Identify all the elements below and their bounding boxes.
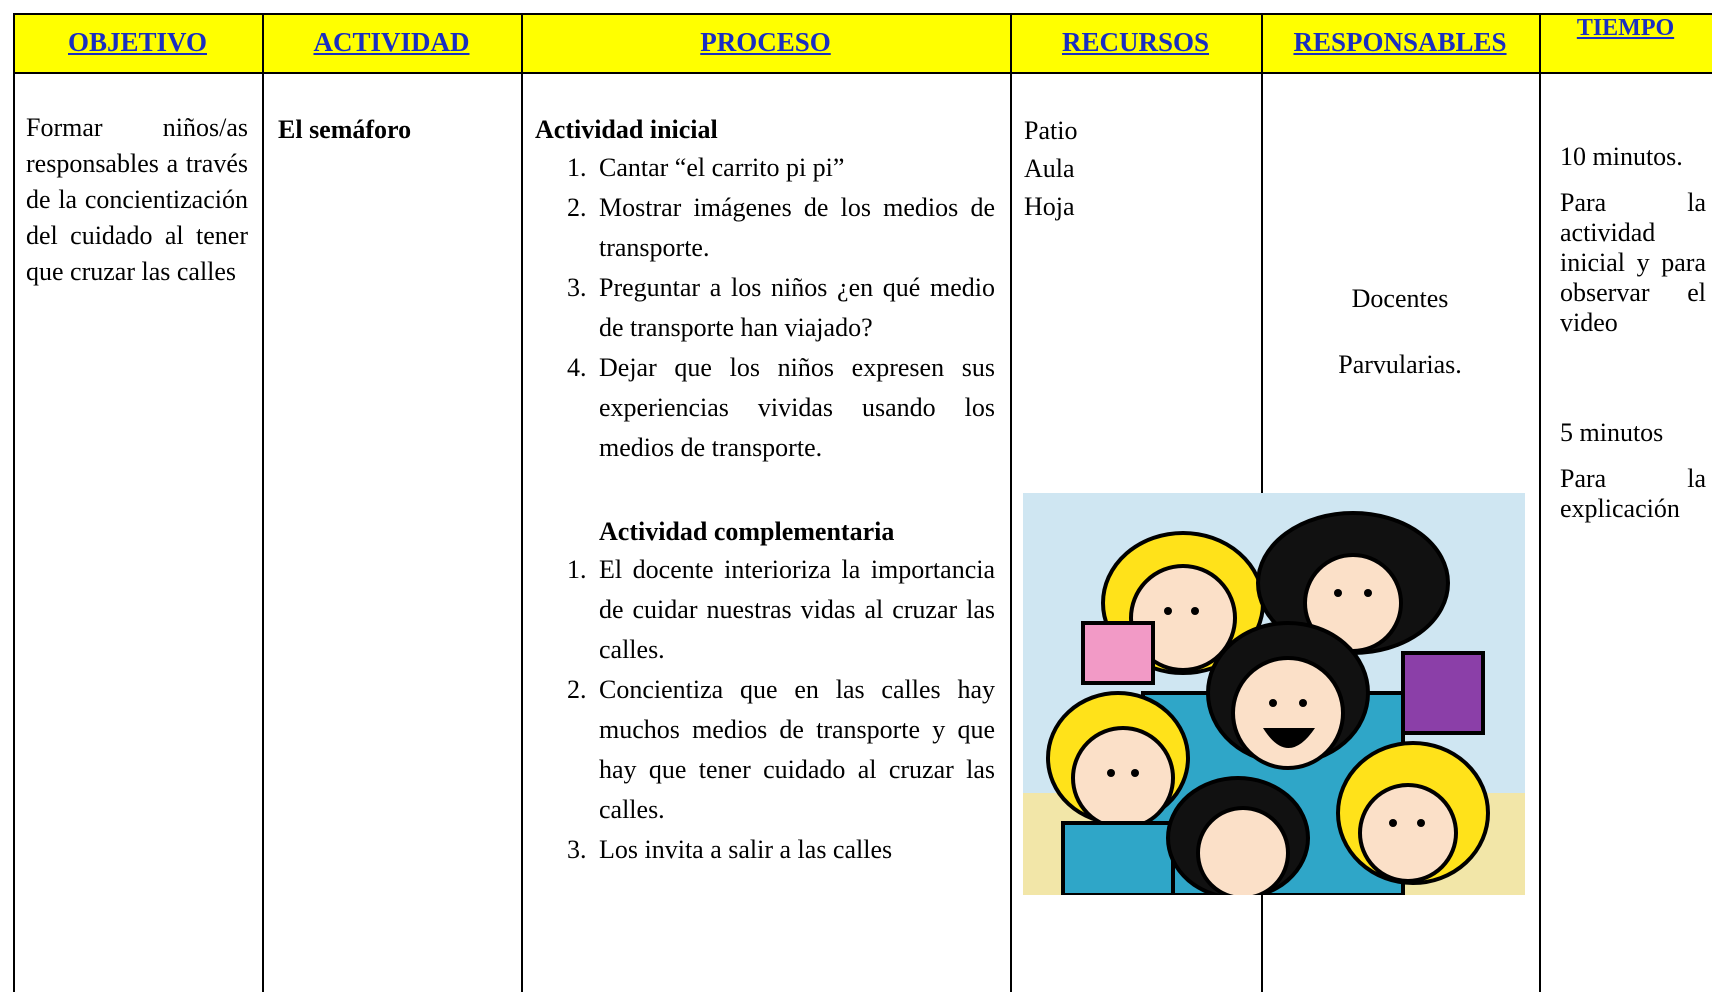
- list-item: El docente interioriza la importancia de…: [593, 550, 995, 670]
- responsable: Docentes: [1351, 284, 1449, 313]
- table-border: [13, 72, 1712, 74]
- objetivo: Formar niños/as responsables a través de…: [26, 113, 248, 286]
- header-cell: ACTIVIDAD: [262, 13, 521, 72]
- table-border: [521, 13, 523, 992]
- recurso: Aula: [1024, 154, 1075, 183]
- tiempo-text: 10 minutos.: [1560, 142, 1683, 171]
- tiempo-text: 5 minutos: [1560, 418, 1664, 447]
- list-item: Preguntar a los niños ¿en qué medio de t…: [593, 268, 995, 348]
- responsables: Docentes Parvularias.: [1261, 266, 1539, 398]
- children-illustration: [1023, 493, 1525, 895]
- actividad: El semáforo: [278, 115, 412, 144]
- responsable: Parvularias.: [1338, 350, 1462, 379]
- table-border: [1010, 13, 1012, 992]
- tiempo: 10 minutos. Para la actividad inicial y …: [1560, 142, 1706, 540]
- table-border: [13, 13, 1712, 15]
- table-border: [262, 13, 264, 992]
- proceso: Actividad inicial Cantar “el carrito pi …: [535, 112, 995, 870]
- list-item: Cantar “el carrito pi pi”: [593, 148, 995, 188]
- section-title: Actividad complementaria: [599, 517, 895, 546]
- list-item: Mostrar imágenes de los medios de transp…: [593, 188, 995, 268]
- recurso: Hoja: [1024, 192, 1075, 221]
- tiempo-text: Para la actividad inicial y para observa…: [1560, 188, 1706, 337]
- header-cell: RECURSOS: [1010, 13, 1261, 72]
- header-cell: RESPONSABLES: [1261, 13, 1539, 72]
- section-title: Actividad inicial: [535, 115, 718, 144]
- recursos: Patio Aula Hoja: [1024, 112, 1077, 226]
- list-item: Dejar que los niños expresen sus experie…: [593, 348, 995, 468]
- tiempo-text: Para la explicación: [1560, 464, 1706, 523]
- recurso: Patio: [1024, 116, 1078, 145]
- header-cell: TIEMPO: [1539, 13, 1712, 72]
- list: Cantar “el carrito pi pi” Mostrar imágen…: [535, 148, 995, 468]
- header-cell: OBJETIVO: [13, 13, 262, 72]
- header-cell: PROCESO: [521, 13, 1010, 72]
- list-item: Concientiza que en las calles hay muchos…: [593, 670, 995, 830]
- list: El docente interioriza la importancia de…: [535, 550, 995, 870]
- table-border: [13, 13, 15, 992]
- table-border: [1539, 13, 1541, 992]
- list-item: Los invita a salir a las calles: [593, 830, 995, 870]
